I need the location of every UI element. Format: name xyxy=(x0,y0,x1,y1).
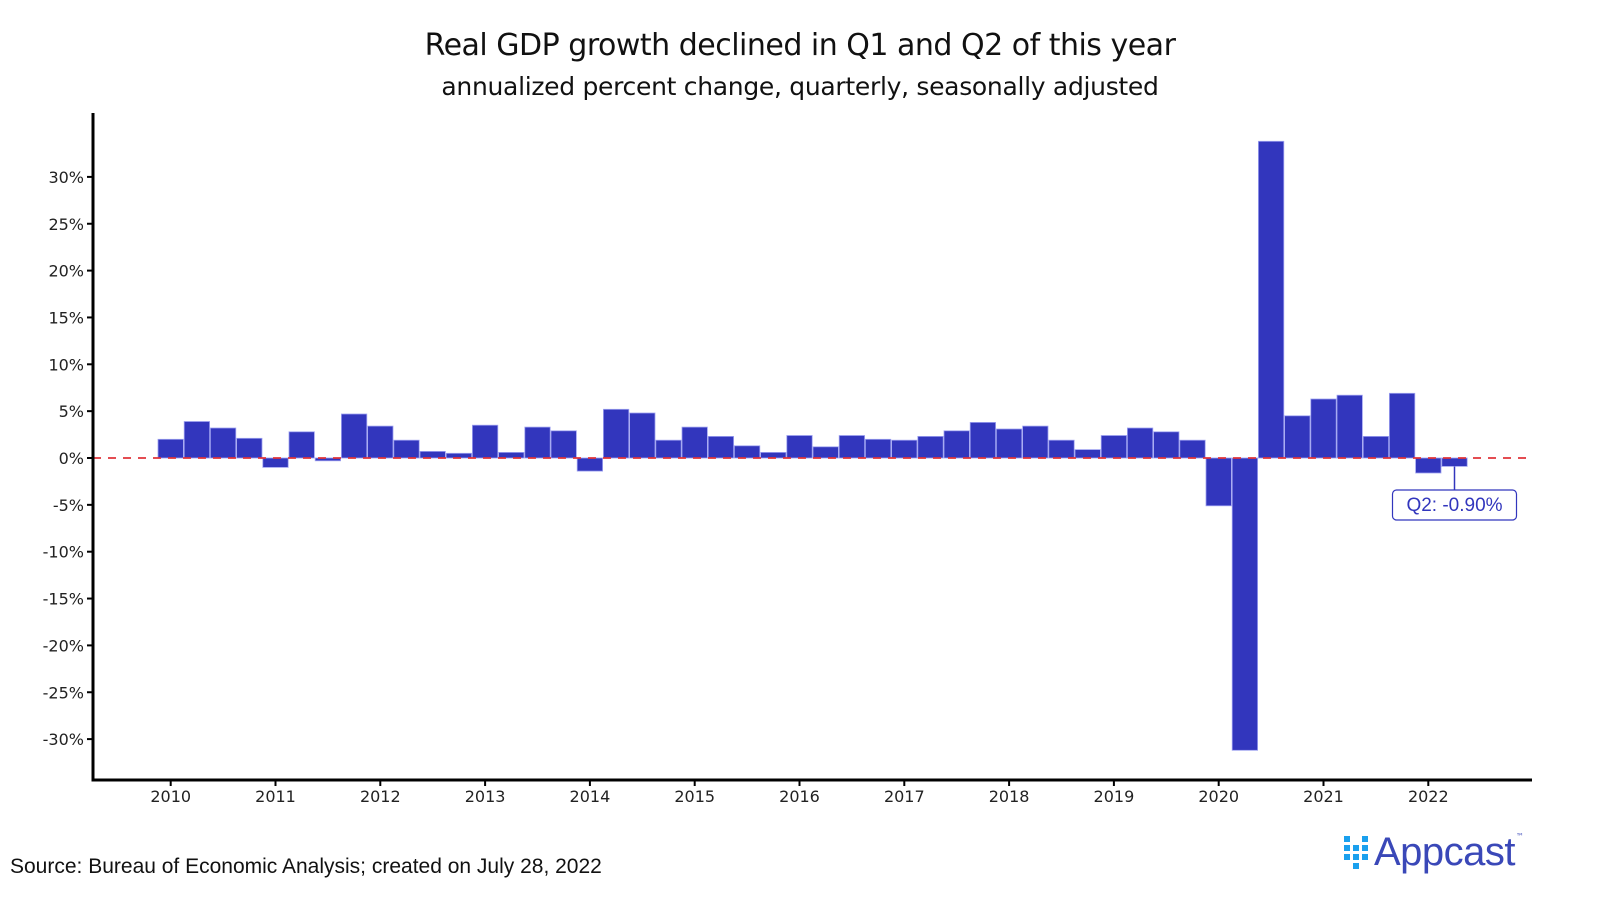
x-tick-label: 2020 xyxy=(1198,787,1239,806)
bar-2022-q2 xyxy=(1441,457,1468,467)
annotation-label: Q2: -0.90% xyxy=(1406,495,1502,516)
bar-2010-q4 xyxy=(236,437,263,459)
bar-2013-q3 xyxy=(524,426,551,459)
y-tick-label: 10% xyxy=(48,355,84,374)
bar-2017-q2 xyxy=(917,435,944,459)
y-tick-label: 30% xyxy=(48,168,84,187)
x-tick-label: 2013 xyxy=(465,787,506,806)
bar-2016-q4 xyxy=(865,438,892,459)
bar-2020-q2 xyxy=(1231,457,1258,751)
bar-2015-q1 xyxy=(681,426,708,459)
bar-2012-q1 xyxy=(367,425,394,459)
appcast-logo-icon xyxy=(1344,835,1368,869)
bar-2019-q4 xyxy=(1179,439,1206,459)
bar-2022-q1 xyxy=(1415,457,1442,474)
y-tick-label: -10% xyxy=(43,543,84,562)
x-tick-label: 2022 xyxy=(1408,787,1449,806)
bar-2021-q2 xyxy=(1336,394,1363,459)
y-tick-label: 20% xyxy=(48,262,84,281)
annotation-box xyxy=(1391,489,1518,521)
y-tick-label: -5% xyxy=(53,496,84,515)
y-tick-label: 5% xyxy=(59,402,84,421)
y-tick-label: -25% xyxy=(43,683,84,702)
bar-2010-q1 xyxy=(157,438,184,459)
bar-2020-q3 xyxy=(1258,140,1285,459)
bar-2017-q4 xyxy=(969,421,997,459)
y-tick-label: -15% xyxy=(43,590,84,609)
x-tick-label: 2015 xyxy=(674,787,715,806)
x-tick-label: 2014 xyxy=(570,787,611,806)
brand-trademark: ™ xyxy=(1516,832,1525,841)
bar-2014-q4 xyxy=(655,439,682,459)
brand-name: Appcast xyxy=(1374,830,1516,874)
source-note: Source: Bureau of Economic Analysis; cre… xyxy=(10,855,602,878)
bar-2013-q1 xyxy=(471,424,499,459)
x-tick-label: 2016 xyxy=(779,787,820,806)
x-tick-label: 2012 xyxy=(360,787,401,806)
x-tick-label: 2018 xyxy=(989,787,1030,806)
chart-title: Real GDP growth declined in Q1 and Q2 of… xyxy=(424,28,1176,63)
x-axis: 2010 2011 2012 2013 2014 2015 2016 2017 2018 2019… xyxy=(91,778,1532,806)
chart-subtitle: annualized percent change, quarterly, se… xyxy=(441,72,1159,101)
bar-2014-q3 xyxy=(629,412,656,459)
bar-2016-q2 xyxy=(812,446,839,459)
bar-2010-q3 xyxy=(209,427,237,459)
appcast-logo: Appcast ™ xyxy=(1344,832,1524,872)
y-tick-label: 15% xyxy=(48,308,84,327)
x-tick-label: 2017 xyxy=(884,787,925,806)
bar-2016-q3 xyxy=(838,435,866,459)
bar-2018-q3 xyxy=(1048,439,1075,459)
bar-2021-q1 xyxy=(1310,398,1337,459)
bar-2020-q1 xyxy=(1205,457,1232,507)
bar-2017-q3 xyxy=(943,430,970,459)
bar-2014-q2 xyxy=(603,408,630,459)
x-tick-label: 2011 xyxy=(255,787,296,806)
bar-2013-q2 xyxy=(498,451,525,459)
bar-2015-q3 xyxy=(734,445,761,459)
x-tick-label: 2010 xyxy=(150,787,191,806)
bar-2021-q4 xyxy=(1389,392,1416,459)
bar-2020-q4 xyxy=(1284,415,1311,459)
bar-2010-q2 xyxy=(183,421,210,459)
y-tick-label: -30% xyxy=(43,730,84,749)
annotation-group: Q2: -0.90% xyxy=(1391,466,1518,521)
bar-2011-q2 xyxy=(288,431,315,459)
bar-2011-q1 xyxy=(262,457,289,468)
bar-2021-q3 xyxy=(1362,435,1389,459)
bar-2019-q3 xyxy=(1153,431,1180,459)
bar-2014-q1 xyxy=(576,457,604,472)
y-tick-label: -20% xyxy=(43,636,84,655)
bar-2018-q4 xyxy=(1074,449,1101,459)
x-tick-label: 2019 xyxy=(1094,787,1135,806)
bar-2019-q1 xyxy=(1100,435,1127,459)
bars-group xyxy=(157,140,1468,751)
y-tick-label: 0% xyxy=(59,449,84,468)
y-tick-label: 25% xyxy=(48,215,84,234)
bar-2012-q3 xyxy=(419,450,446,459)
bar-2018-q2 xyxy=(1022,425,1049,459)
bar-2017-q1 xyxy=(891,439,918,459)
bar-2015-q2 xyxy=(707,435,735,459)
bar-2013-q4 xyxy=(550,430,577,459)
bar-2011-q3 xyxy=(314,457,342,462)
x-tick-label: 2021 xyxy=(1303,787,1344,806)
bar-2016-q1 xyxy=(786,435,813,459)
bar-2012-q2 xyxy=(393,439,420,459)
bar-2011-q4 xyxy=(340,413,368,459)
bar-2018-q1 xyxy=(996,428,1023,459)
bar-2019-q2 xyxy=(1127,427,1154,459)
y-axis: 30% 25% 20% 15% 10% 5% 0% -5% -10% -15% -20% -25% -3… xyxy=(43,113,95,782)
